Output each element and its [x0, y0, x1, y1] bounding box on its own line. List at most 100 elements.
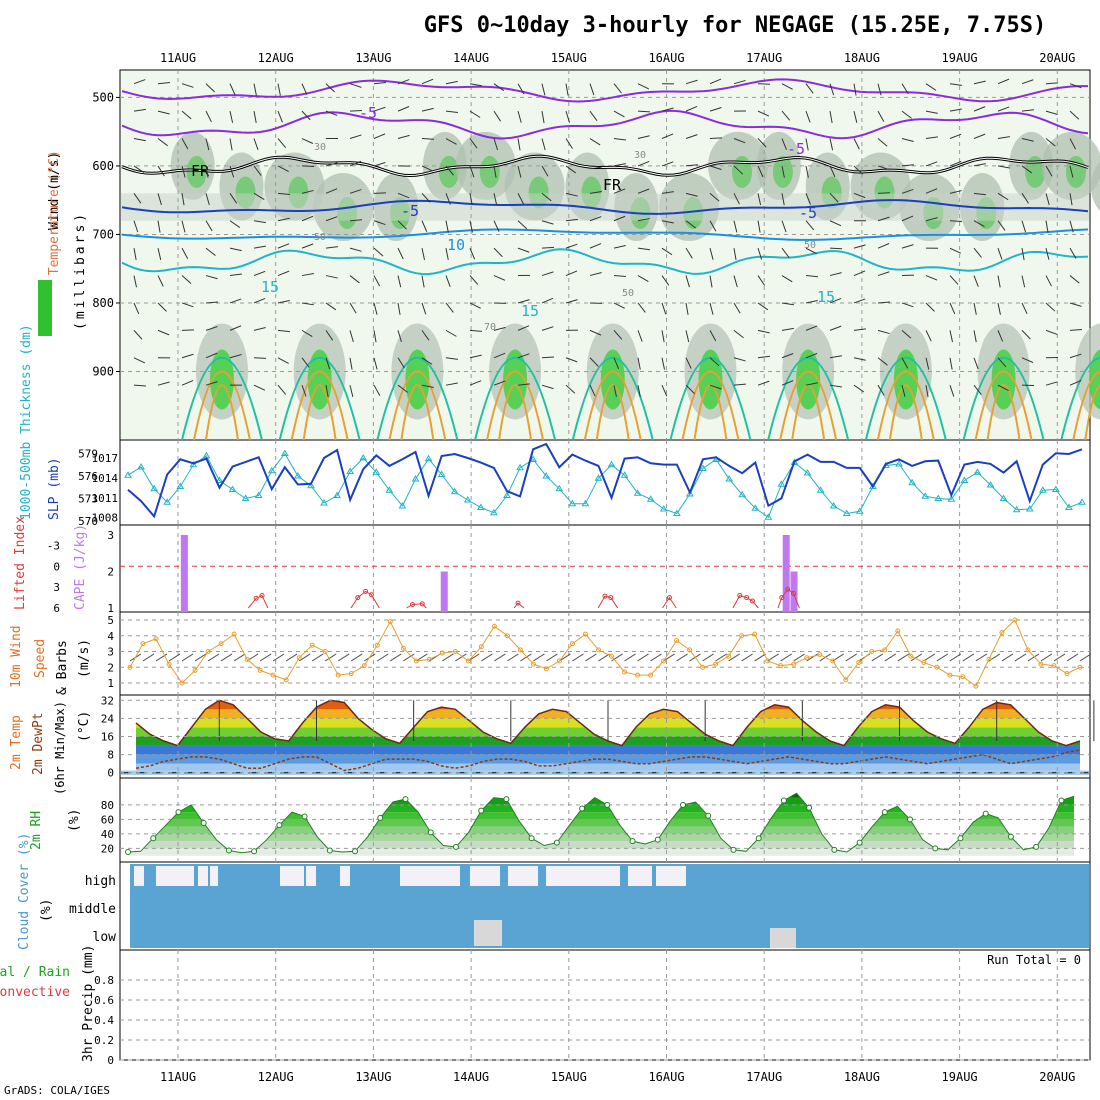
date-label-top: 14AUG — [453, 51, 489, 65]
warm-contour — [864, 356, 947, 441]
rh-band — [121, 193, 1089, 221]
temp-tick-label: 32 — [101, 694, 114, 707]
slp-tick-label: 1014 — [92, 472, 119, 485]
wind-barb — [757, 380, 770, 386]
thickness-marker — [333, 491, 341, 498]
wind-barb-10m — [455, 653, 467, 662]
wind-barb — [301, 215, 314, 222]
thickness-marker — [699, 464, 707, 471]
thickness-marker — [359, 454, 368, 461]
wind-barb — [493, 193, 498, 206]
cloud-high-gap — [628, 866, 652, 886]
wind-barb — [565, 384, 576, 394]
wind-barb — [517, 299, 530, 304]
wind-panel: 1 2 3 4 5 10m Wind Speed & Barbs (m/s) — [9, 612, 1092, 695]
wind-barb — [589, 190, 602, 194]
rh-marker — [907, 816, 914, 823]
wind-barb — [733, 329, 744, 339]
wind-barb — [925, 217, 938, 222]
wind-barb-10m — [897, 653, 910, 662]
wind-barb — [349, 189, 362, 194]
wind-speed-marker — [517, 647, 523, 653]
thickness-marker — [463, 496, 472, 503]
rh-marker — [402, 796, 409, 803]
wind-barb-10m — [1053, 653, 1066, 662]
wind-barb — [901, 329, 912, 339]
li-line — [732, 594, 759, 609]
axis-label-barbs: & Barbs — [55, 640, 70, 695]
rh-marker — [755, 835, 762, 842]
wind-speed-marker — [283, 677, 289, 683]
wind-speed-marker — [635, 672, 641, 678]
thickness-marker — [294, 472, 302, 479]
wind-barb — [589, 357, 599, 367]
rh-marker — [225, 847, 232, 854]
axis-label-total-rain: Total / Rain — [0, 965, 70, 980]
wind-barb — [349, 275, 360, 284]
wind-barb — [613, 275, 627, 278]
rh-marker — [352, 848, 359, 855]
panel-frame-cape — [119, 524, 1091, 613]
wind-barb — [901, 138, 914, 142]
li-line — [247, 594, 269, 609]
wind-barb — [613, 385, 617, 398]
wind-speed-marker — [765, 658, 771, 664]
wind-barb-10m — [845, 653, 858, 662]
rh-marker — [881, 809, 888, 816]
wind-barb — [613, 138, 626, 141]
thickness-marker — [686, 490, 694, 497]
credit-text: GrADS: COLA/IGES — [4, 1084, 110, 1097]
wind-speed-marker — [1064, 671, 1070, 677]
wind-barb — [157, 302, 167, 312]
wind-speed-marker — [1077, 664, 1083, 670]
wind-barb — [781, 110, 791, 121]
wind-barb — [973, 163, 986, 167]
wind-barb — [325, 275, 338, 279]
wind-barb — [517, 325, 530, 331]
wind-speed-marker — [218, 641, 224, 647]
axis-label-rh-pct: (%) — [67, 809, 82, 832]
li-marker — [368, 592, 374, 598]
wind-barb — [469, 220, 473, 233]
rh-marker — [478, 807, 485, 814]
rh-marker — [1033, 843, 1040, 850]
wind-barb — [853, 384, 865, 393]
thickness-marker — [764, 513, 773, 520]
wind-barb — [565, 218, 578, 222]
wind-barb — [565, 138, 573, 149]
rh-marker — [780, 797, 787, 804]
thickness-marker — [751, 504, 760, 511]
wind-barb — [973, 357, 979, 370]
rh-marker — [427, 829, 434, 836]
wind-barb — [829, 355, 842, 359]
wind-barb — [517, 247, 530, 253]
contour-label: 30 — [634, 150, 646, 161]
thickness-marker — [189, 460, 198, 468]
wind-speed-marker — [856, 660, 862, 666]
rh-color-band — [128, 819, 1074, 827]
wind-barb — [685, 384, 695, 394]
rh-marker — [705, 812, 712, 819]
wind-barb — [277, 243, 290, 249]
thickness-marker — [921, 492, 930, 499]
wind-barb — [445, 275, 451, 287]
wind-barb — [805, 83, 814, 94]
thickness-tick-label: 573 — [78, 493, 98, 506]
warm-contour — [180, 356, 263, 441]
wind-barb-10m — [728, 653, 740, 662]
thickness-marker — [960, 476, 969, 483]
wind-barb — [973, 247, 982, 258]
wind-barb — [853, 244, 866, 249]
wind-barb — [709, 220, 717, 232]
wind-barb — [205, 138, 210, 151]
wind-barb-10m — [702, 653, 714, 662]
wind-barb — [757, 165, 764, 178]
wind-speed-marker — [1012, 617, 1018, 623]
wind-barb — [1069, 83, 1082, 89]
wind-barb — [349, 385, 354, 397]
wind-barb — [253, 327, 266, 331]
wind-speed-marker — [908, 653, 914, 659]
y-tick-label: 800 — [92, 296, 114, 310]
thickness-marker — [1065, 503, 1073, 510]
wind-barb-10m — [637, 653, 649, 662]
